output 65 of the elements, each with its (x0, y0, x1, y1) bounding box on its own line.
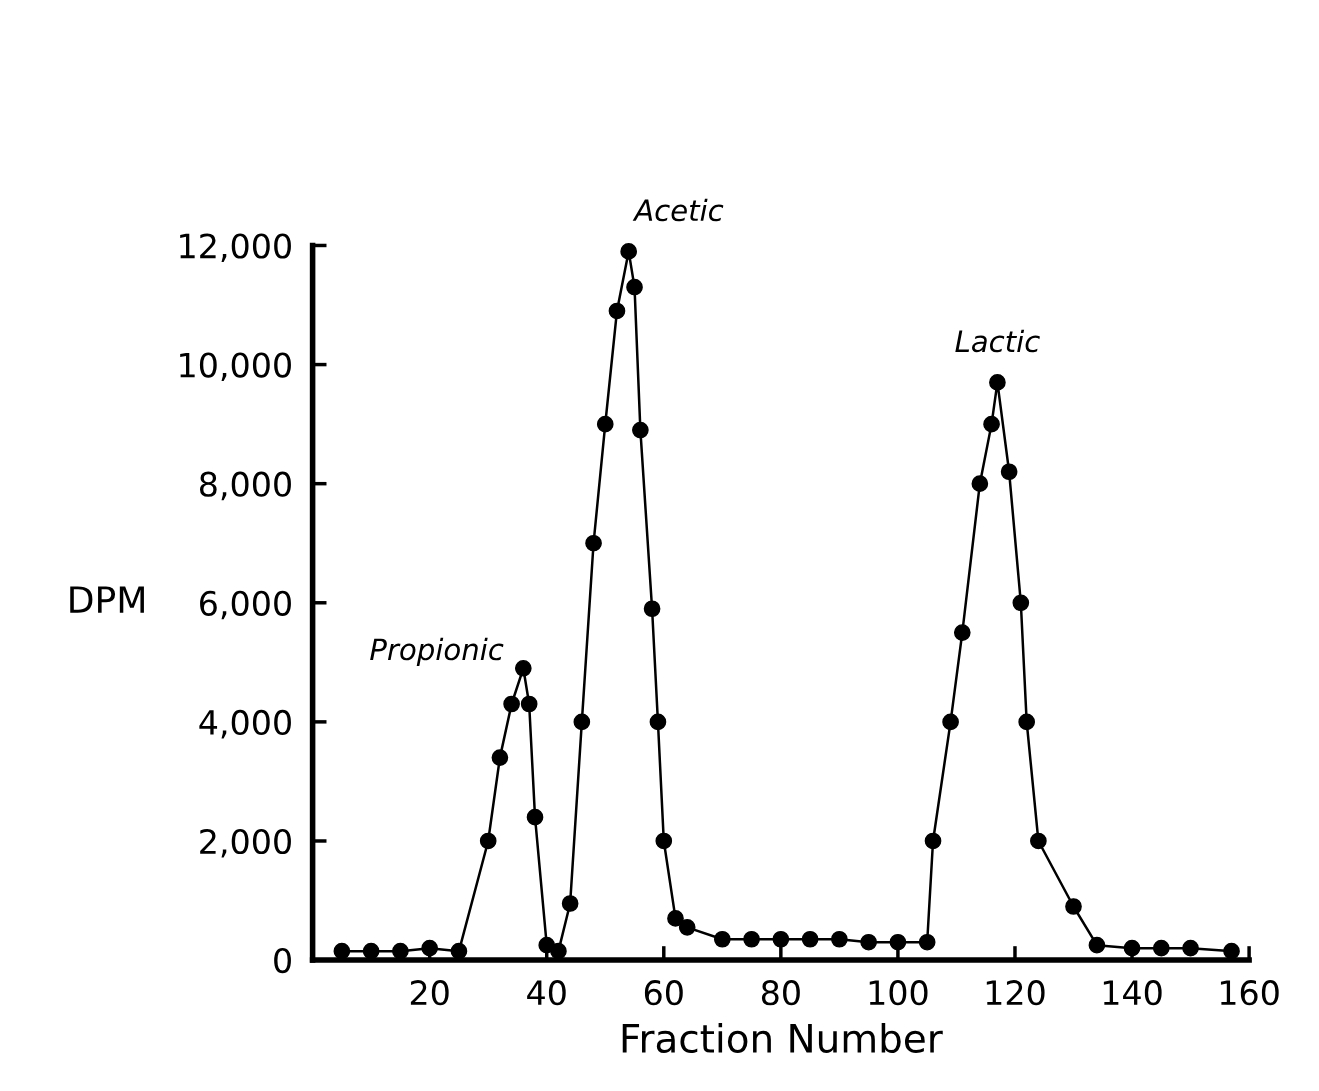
point (585, 534, 602, 552)
x-tick-label: 40 (527, 980, 566, 1006)
x-tick-label: 100 (869, 980, 928, 1006)
x-tick-label: 120 (986, 980, 1045, 1006)
point (643, 600, 661, 618)
point (831, 930, 848, 948)
annotation: Propionic (370, 637, 504, 667)
point (1123, 939, 1141, 957)
point (479, 832, 497, 850)
y-axis-title: DPM (70, 586, 144, 613)
point (713, 930, 731, 948)
point (1223, 942, 1240, 960)
point (971, 475, 989, 493)
point (608, 302, 626, 320)
point (596, 415, 614, 433)
point (421, 939, 438, 957)
x-tick-label: 20 (410, 980, 449, 1006)
point (655, 832, 673, 850)
point (989, 374, 1006, 391)
point (772, 930, 790, 948)
point (678, 918, 696, 936)
point (889, 933, 907, 951)
y-tick-label: 6,000 (200, 590, 291, 620)
point (1182, 939, 1199, 957)
x-axis-title: Fraction Number (622, 1022, 943, 1053)
point (1000, 463, 1018, 481)
point (520, 695, 538, 713)
point (626, 278, 643, 296)
y-tick-label: 8,000 (199, 471, 291, 501)
y-tick-label: 2,000 (200, 828, 291, 858)
point (649, 713, 667, 731)
point (667, 910, 684, 927)
x-tick-label: 80 (761, 980, 800, 1006)
point (1152, 939, 1170, 957)
point (573, 713, 591, 731)
x-tick-label: 60 (644, 980, 683, 1006)
point (953, 624, 971, 641)
point (491, 749, 509, 766)
point (503, 695, 520, 713)
annotation: Acetic (632, 198, 724, 222)
point (942, 713, 959, 731)
point (1088, 936, 1106, 954)
point (801, 930, 819, 948)
point (1012, 594, 1030, 612)
point (1030, 832, 1047, 850)
point (1018, 713, 1036, 731)
point (450, 942, 468, 960)
point (743, 930, 760, 948)
y-tick-label: 12,000 (180, 233, 291, 263)
y-tick-label: 10,000 (180, 352, 291, 382)
point (1065, 898, 1082, 915)
x-tick-label: 140 (1103, 980, 1162, 1006)
y-tick-label: 4,000 (199, 709, 291, 739)
point (632, 421, 649, 439)
point (620, 243, 638, 260)
point (561, 895, 579, 912)
point (924, 832, 942, 850)
point (918, 933, 936, 951)
point (860, 933, 877, 951)
point (514, 659, 532, 677)
y-tick-label: 0 (274, 948, 291, 974)
x-tick-label: 160 (1220, 980, 1279, 1006)
annotation: Lactic (955, 329, 1040, 353)
point (526, 808, 544, 826)
point (983, 415, 1000, 433)
